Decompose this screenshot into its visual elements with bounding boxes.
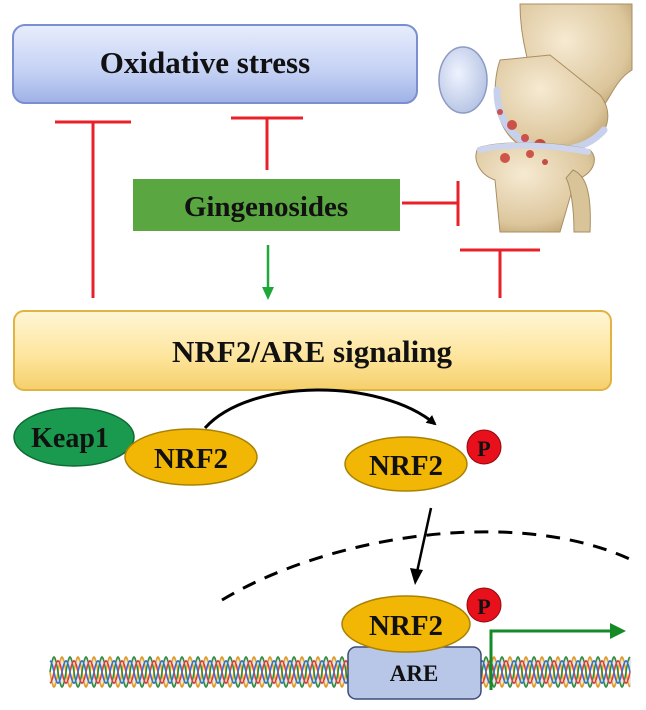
nrf2-nuclear-oval: NRF2 [341, 595, 471, 653]
dna-icon [49, 655, 631, 689]
transcription-arrow [489, 623, 626, 690]
nrf2-phospho-label: NRF2 [369, 450, 443, 482]
dna-strand [49, 659, 631, 685]
inhibit-gingenosides-to-oxidative [231, 116, 303, 170]
oxidative-stress-label: Oxidative stress [100, 45, 310, 80]
knee-joint-icon [438, 3, 633, 233]
nrf2-nuclear-label: NRF2 [369, 610, 443, 642]
are-box: ARE [347, 646, 482, 700]
are-label: ARE [390, 661, 439, 686]
inhibit-signaling-to-oxidative-left [55, 120, 131, 298]
nrf2-are-signaling-label: NRF2/ARE signaling [172, 334, 452, 369]
phospho-label-2: P [477, 594, 490, 619]
nuclear-membrane [221, 530, 637, 602]
translocation-arrow [410, 507, 433, 585]
inhibit-gingenosides-to-knee [402, 181, 460, 226]
nrf2-bound-label: NRF2 [154, 443, 228, 475]
phospho-circle-2: P [466, 587, 502, 623]
gingenosides-box: Gingenosides [133, 179, 400, 231]
dna-strand [49, 655, 631, 689]
dna-strand [49, 655, 631, 689]
gingenosides-label: Gingenosides [184, 191, 348, 223]
inhibit-signaling-to-knee [460, 248, 540, 298]
activate-gingenosides-to-signaling [262, 245, 274, 300]
phospho-circle-1: P [466, 429, 502, 465]
keap1-oval: Keap1 [13, 407, 135, 467]
oxidative-stress-box: Oxidative stress [12, 24, 418, 104]
nrf2-bound-oval: NRF2 [124, 428, 258, 486]
dna-strand [49, 659, 631, 685]
keap1-label: Keap1 [31, 423, 109, 454]
release-arrow [203, 388, 437, 430]
nrf2-are-signaling-box: NRF2/ARE signaling [13, 310, 612, 391]
phospho-label-1: P [477, 436, 490, 461]
nrf2-phospho-oval: NRF2 [344, 436, 468, 492]
